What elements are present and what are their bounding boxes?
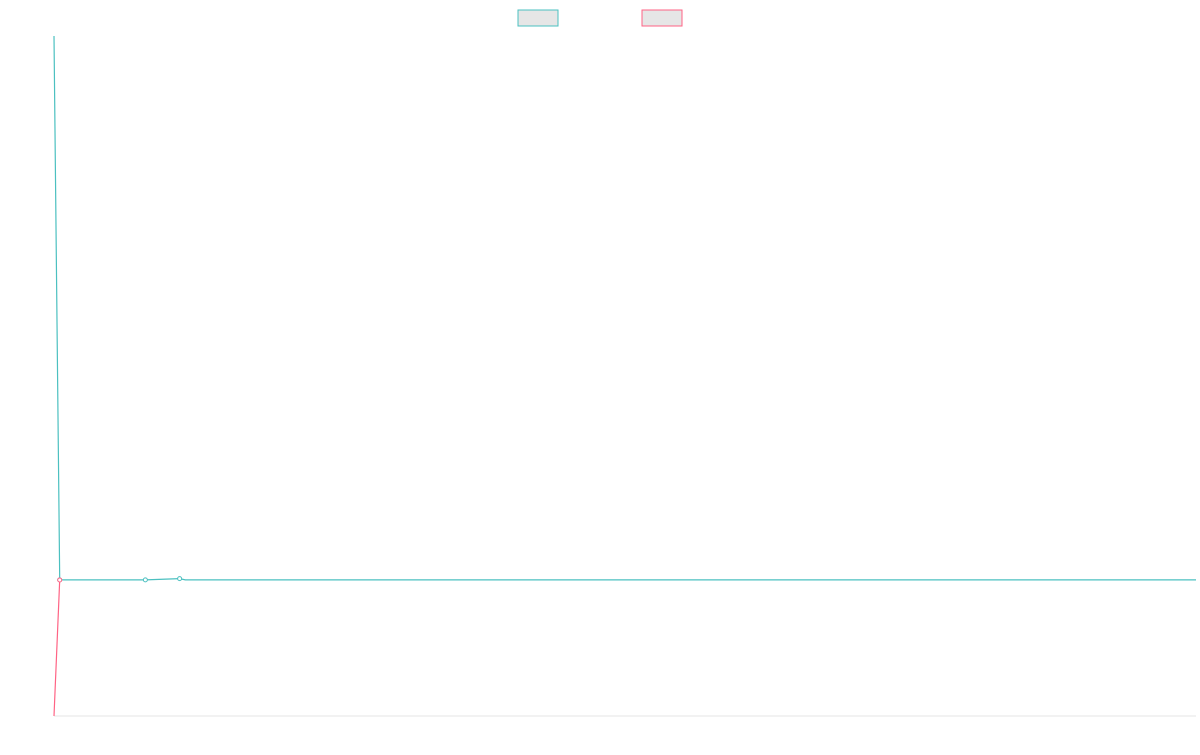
series-layer [53, 35, 1196, 717]
series-0-point-2 [177, 576, 183, 582]
series-line-1 [53, 579, 61, 717]
legend-swatch-0[interactable] [517, 9, 559, 27]
series-0-point-1 [142, 577, 148, 583]
series-line-0 [53, 35, 1196, 581]
legend-swatch-1[interactable] [641, 9, 683, 27]
legend [517, 9, 683, 27]
series-1-point-0 [57, 577, 63, 583]
